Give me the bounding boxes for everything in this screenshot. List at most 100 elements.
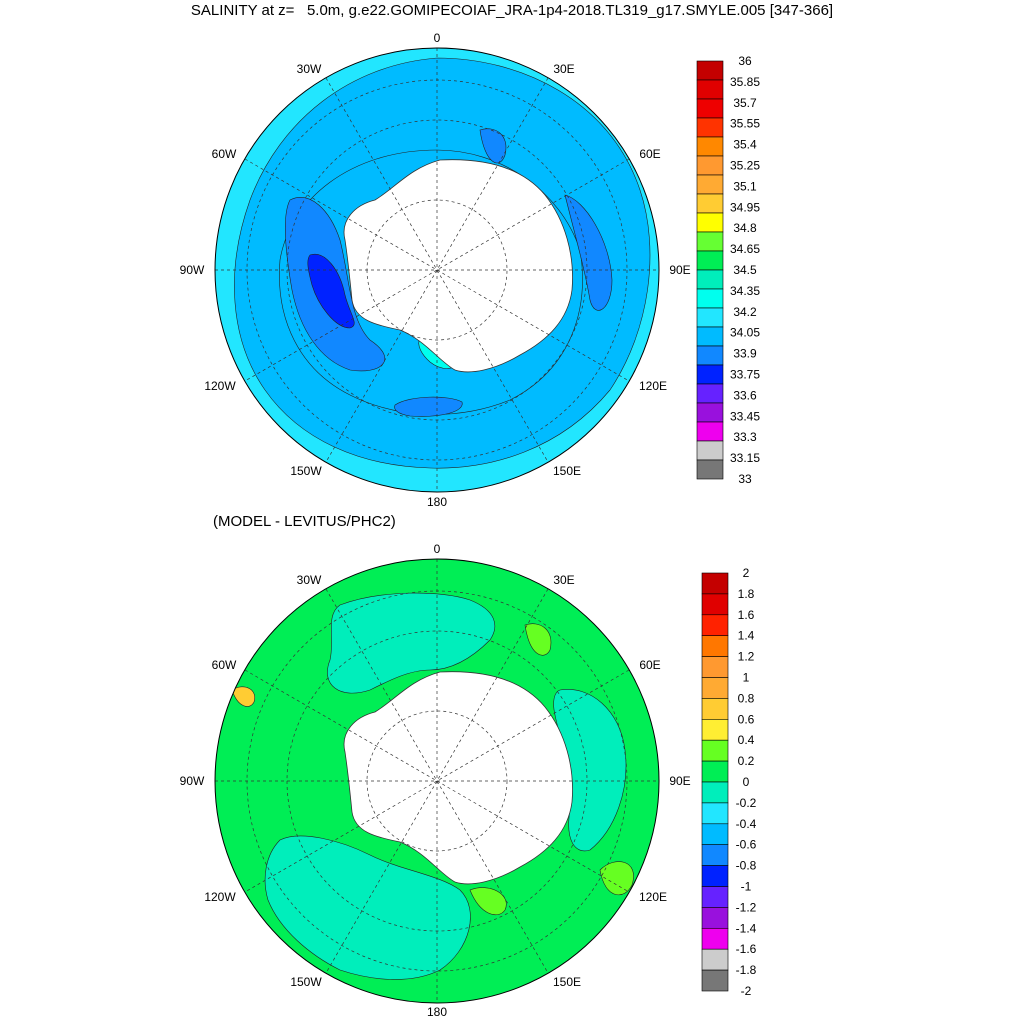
lon-label-120e: 120E [639, 379, 667, 393]
figure-title: SALINITY at z= 5.0m, g.e22.GOMIPECOIAF_J… [190, 2, 834, 19]
difference-field-neg-east [553, 689, 627, 852]
lon-label-b-120e: 120E [639, 890, 667, 904]
salinity-colorbar-swatch [696, 440, 724, 461]
difference-colorbar-label: -0.8 [736, 859, 757, 873]
difference-colorbar-swatch [701, 698, 729, 720]
lon-label-60w: 60W [212, 147, 237, 161]
salinity-colorbar-swatch [696, 326, 724, 347]
salinity-colorbar-label: 34.65 [730, 242, 760, 256]
difference-field-warm [231, 686, 256, 707]
difference-colorbar: 2 1.8 1.6 1.4 1.2 1 0.8 0.6 0.4 0.2 0 -0.2 -0.4 -0.6 -… [701, 566, 757, 998]
difference-colorbar-swatch [701, 656, 729, 678]
difference-field-neg-north [327, 592, 495, 694]
difference-colorbar-swatch [701, 781, 729, 804]
difference-colorbar-swatch [701, 802, 729, 825]
salinity-colorbar-swatch [696, 155, 724, 176]
difference-map: 0 30E 60E 90E 120E 150E 180 150W 120W 90… [180, 542, 757, 1019]
difference-colorbar-label: -1 [741, 880, 752, 894]
difference-colorbar-swatch [701, 886, 729, 908]
salinity-colorbar-swatch [696, 193, 724, 214]
salinity-colorbar-swatch [696, 402, 724, 423]
difference-colorbar-label: 1.8 [738, 587, 755, 601]
lon-label-120w: 120W [204, 379, 236, 393]
salinity-colorbar-swatch [696, 345, 724, 366]
salinity-colorbar-swatch [696, 79, 724, 100]
salinity-colorbar-label: 35.1 [733, 179, 757, 193]
difference-colorbar-swatch [701, 739, 729, 762]
salinity-colorbar-label: 34.95 [730, 200, 760, 214]
antarctica [343, 159, 573, 373]
difference-colorbar-label: -0.2 [736, 796, 757, 810]
difference-colorbar-swatch [701, 677, 729, 699]
salinity-colorbar-swatch [696, 307, 724, 328]
difference-colorbar-label: -1.2 [736, 900, 757, 914]
salinity-field-shelf-south [394, 396, 463, 417]
difference-colorbar-label: 1.2 [738, 650, 755, 664]
salinity-colorbar-label: 35.25 [730, 159, 760, 173]
graticule-meridians-bottom [215, 559, 659, 1003]
salinity-colorbar-label: 36 [738, 54, 752, 68]
difference-colorbar-swatch [701, 760, 729, 783]
salinity-colorbar-label: 33.15 [730, 451, 760, 465]
difference-colorbar-label: -0.6 [736, 838, 757, 852]
difference-colorbar-label: -0.4 [736, 817, 757, 831]
difference-subtitle: (MODEL - LEVITUS/PHC2) [213, 513, 396, 530]
map-boundary [214, 47, 660, 493]
salinity-colorbar-swatch [696, 269, 724, 290]
salinity-colorbar-label: 33.3 [733, 430, 757, 444]
salinity-colorbar-label: 35.55 [730, 117, 760, 131]
difference-colorbar-label: -1.6 [736, 942, 757, 956]
salinity-colorbar: 36 35.85 35.7 35.55 35.4 35.25 35.1 34.95 34.8 34… [696, 54, 760, 486]
lon-label-150e: 150E [553, 464, 581, 478]
graticule-meridians [215, 48, 659, 492]
difference-colorbar-label: 0.4 [738, 733, 755, 747]
difference-field-pos-e [599, 861, 634, 896]
lon-label-150w: 150W [290, 464, 322, 478]
difference-colorbar-swatch [701, 719, 729, 741]
map-boundary-bottom [214, 558, 660, 1004]
lon-label-30e: 30E [553, 62, 574, 76]
graticule-circle-b1 [366, 710, 508, 852]
salinity-field-shelf-east [564, 194, 613, 311]
lon-label-180: 180 [427, 495, 447, 509]
difference-colorbar-swatch [701, 572, 729, 595]
salinity-colorbar-label: 33.9 [733, 347, 757, 361]
difference-colorbar-swatch [701, 823, 729, 845]
salinity-colorbar-label: 35.85 [730, 75, 760, 89]
salinity-colorbar-label: 34.8 [733, 221, 757, 235]
difference-colorbar-label: -2 [741, 984, 752, 998]
salinity-field-shelf-north [479, 128, 507, 164]
salinity-colorbar-swatch [696, 98, 724, 119]
difference-colorbar-swatch [701, 614, 729, 637]
salinity-colorbar-label: 35.7 [733, 96, 757, 110]
lon-label-b-150w: 150W [290, 975, 322, 989]
salinity-colorbar-swatch [696, 250, 724, 271]
salinity-colorbar-swatch [696, 174, 724, 195]
longitude-labels: 0 30E 60E 90E 120E 150E 180 150W 120W 90… [180, 31, 691, 509]
difference-colorbar-label: 0.6 [738, 712, 755, 726]
lon-label-b-30e: 30E [553, 573, 574, 587]
lon-label-90e: 90E [669, 263, 690, 277]
difference-colorbar-swatch [701, 593, 729, 616]
salinity-colorbar-label: 34.35 [730, 284, 760, 298]
salinity-colorbar-swatch [696, 212, 724, 233]
difference-field-neg-south [264, 835, 471, 980]
difference-field-pos-ne [524, 623, 552, 656]
salinity-colorbar-swatch [696, 459, 724, 480]
difference-colorbar-swatch [701, 865, 729, 887]
salinity-colorbar-label: 35.4 [733, 138, 757, 152]
salinity-colorbar-label: 33.45 [730, 409, 760, 423]
salinity-colorbar-label: 34.5 [733, 263, 757, 277]
difference-colorbar-swatch [701, 635, 729, 657]
antarctica-bottom [343, 671, 573, 885]
lon-label-b-120w: 120W [204, 890, 236, 904]
difference-colorbar-swatch [701, 927, 729, 950]
difference-colorbar-label: 0.8 [738, 691, 755, 705]
difference-colorbar-swatch [701, 907, 729, 929]
salinity-colorbar-label: 33.75 [730, 368, 760, 382]
difference-field-pos-se [469, 887, 507, 915]
lon-label-b-60w: 60W [212, 658, 237, 672]
difference-colorbar-label: -1.4 [736, 921, 757, 935]
salinity-colorbar-label: 34.2 [733, 305, 757, 319]
difference-colorbar-label: 1.6 [738, 608, 755, 622]
